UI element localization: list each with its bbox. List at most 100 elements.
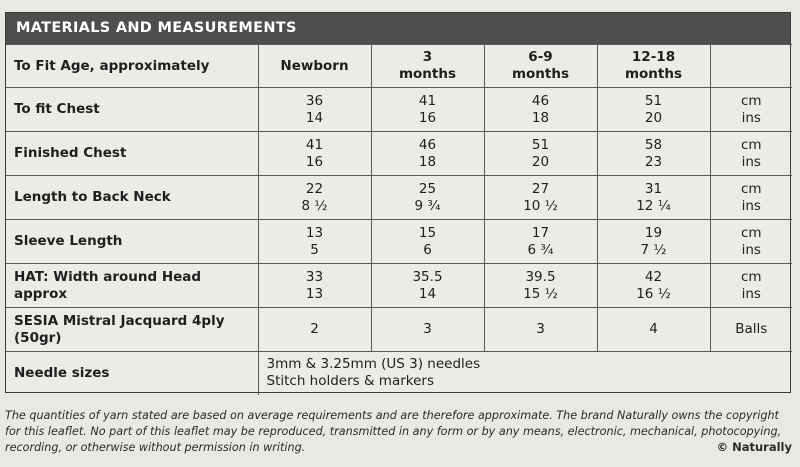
size-column-header: 3 months [370, 44, 485, 88]
cell-line: Balls [735, 321, 768, 337]
measure-cell: 3 [370, 307, 485, 352]
cell-line: 36 [305, 92, 324, 109]
unit-cell: Balls [709, 307, 792, 352]
cell-line: 3 [422, 49, 433, 65]
cell-line: 3 [536, 321, 545, 337]
cell-line: 9 ¾ [414, 197, 441, 214]
footer-note: The quantities of yarn stated are based … [5, 409, 782, 454]
table-row: Finished Chest 41 16 46 18 51 20 58 23 cm ins [6, 131, 792, 176]
cell-line: 7 ½ [640, 241, 667, 258]
row-label: Sleeve Length [6, 219, 259, 264]
cell-line: 4 [649, 321, 658, 337]
cell-line: 14 [305, 109, 324, 126]
measure-cell: 27 10 ½ [483, 175, 598, 220]
cell-line: 41 [305, 136, 324, 153]
row-label: HAT: Width around Head approx [6, 263, 259, 308]
measure-cell: 39.5 15 ½ [483, 263, 598, 308]
table-row: HAT: Width around Head approx 33 13 35.5 14 39… [6, 263, 792, 308]
cell-line: SESIA Mistral Jacquard 4ply [14, 312, 225, 329]
unit-cell: cm ins [709, 175, 792, 220]
cell-line: months [624, 66, 683, 82]
measure-cell: 25 9 ¾ [370, 175, 485, 220]
cell-line: ins [741, 153, 761, 170]
needle-details: 3mm & 3.25mm (US 3) needles Stitch holder… [257, 351, 792, 395]
cell-line: cm [740, 224, 762, 241]
cell-line: Sleeve Length [14, 233, 123, 249]
cell-line: 41 [418, 92, 437, 109]
table-row: To fit Chest 36 14 41 16 46 18 51 20 cm ins [6, 87, 792, 132]
row-label: Finished Chest [6, 131, 259, 176]
cell-line: 15 ½ [523, 285, 558, 302]
measure-cell: 51 20 [483, 131, 598, 176]
cell-line: 5 [310, 241, 319, 258]
cell-line: cm [740, 136, 762, 153]
measure-cell: 19 7 ½ [596, 219, 711, 264]
unit-cell: cm ins [709, 87, 792, 132]
cell-line: 6 [423, 241, 432, 258]
cell-line: 2 [310, 321, 319, 337]
cell-line: Finished Chest [14, 145, 127, 161]
cell-line: months [511, 66, 570, 82]
cell-line: 6 ¾ [527, 241, 554, 258]
cell-line: 13 [305, 285, 324, 302]
cell-line: cm [740, 180, 762, 197]
size-column-header: Newborn [257, 44, 372, 88]
cell-line: 12 ¼ [636, 197, 671, 214]
size-column-header: 12-18 months [596, 44, 711, 88]
cell-line: 16 ½ [636, 285, 671, 302]
row-label: SESIA Mistral Jacquard 4ply (50gr) [6, 307, 259, 352]
cell-line: 31 [644, 180, 663, 197]
measure-cell: 58 23 [596, 131, 711, 176]
cell-line: 14 [418, 285, 437, 302]
cell-line: ins [741, 197, 761, 214]
unit-cell: cm ins [709, 263, 792, 308]
materials-panel: MATERIALS AND MEASUREMENTS To Fit Age, a… [5, 12, 792, 395]
measure-cell: 46 18 [483, 87, 598, 132]
cell-line: 12-18 [631, 49, 676, 65]
table-row: SESIA Mistral Jacquard 4ply (50gr) 2 3 3 4 Bal… [6, 307, 792, 352]
cell-line: 42 [644, 268, 663, 285]
unit-header [709, 44, 792, 88]
measure-cell: 33 13 [257, 263, 372, 308]
age-label: To Fit Age, approximately [6, 44, 259, 88]
measure-cell: 4 [596, 307, 711, 352]
cell-line: Newborn [280, 57, 349, 74]
size-column-header: 6-9 months [483, 44, 598, 88]
measure-cell: 46 18 [370, 131, 485, 176]
cell-line: 20 [531, 153, 550, 170]
measure-cell: 2 [257, 307, 372, 352]
cell-line: 3mm & 3.25mm (US 3) needles [266, 356, 481, 373]
header-row: To Fit Age, approximately Newborn 3 months 6… [6, 44, 792, 88]
row-label: To fit Chest [6, 87, 259, 132]
measure-cell: 41 16 [257, 131, 372, 176]
cell-line: cm [740, 92, 762, 109]
cell-line: 25 [418, 180, 437, 197]
measure-cell: 17 6 ¾ [483, 219, 598, 264]
measure-cell: 31 12 ¼ [596, 175, 711, 220]
cell-line: 51 [531, 136, 550, 153]
cell-line: 35.5 [412, 268, 443, 285]
cell-line: ins [741, 241, 761, 258]
copyright: © Naturally [716, 440, 792, 454]
cell-line: months [398, 66, 457, 82]
cell-line: 39.5 [525, 268, 556, 285]
measure-cell: 35.5 14 [370, 263, 485, 308]
cell-line: 16 [305, 153, 324, 170]
measure-cell: 3 [483, 307, 598, 352]
cell-line: cm [740, 268, 762, 285]
cell-line: 17 [531, 224, 550, 241]
cell-line: 23 [644, 153, 663, 170]
cell-line: HAT: Width around Head [14, 268, 202, 285]
cell-line: ins [741, 109, 761, 126]
cell-line: 18 [531, 109, 550, 126]
measurements-table: To Fit Age, approximately Newborn 3 months 6… [6, 44, 792, 395]
cell-line: 16 [418, 109, 437, 126]
section-header: MATERIALS AND MEASUREMENTS [6, 13, 790, 44]
measure-cell: 41 16 [370, 87, 485, 132]
cell-line: 10 ½ [523, 197, 558, 214]
cell-line: 3 [423, 321, 432, 337]
measure-cell: 36 14 [257, 87, 372, 132]
cell-line: approx [14, 285, 68, 302]
cell-line: To fit Chest [14, 101, 100, 117]
measure-cell: 22 8 ½ [257, 175, 372, 220]
